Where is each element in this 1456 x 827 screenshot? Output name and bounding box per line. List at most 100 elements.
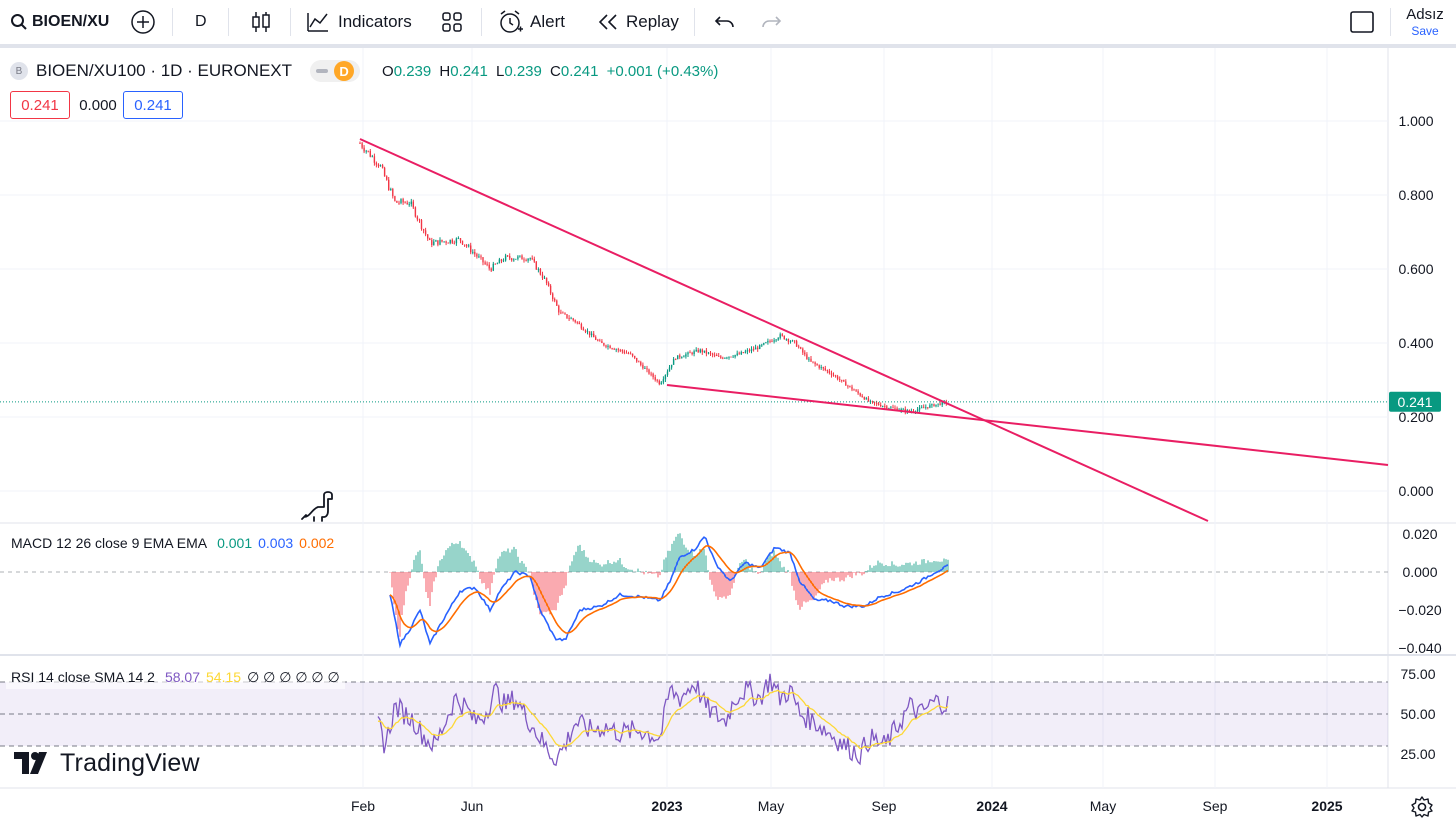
replay-button[interactable]: Replay: [596, 0, 679, 44]
sell-price-button[interactable]: 0.241: [10, 91, 70, 119]
candle-body: [814, 362, 816, 365]
candle-body: [564, 313, 566, 315]
macd-histogram-bar: [789, 572, 791, 573]
macd-histogram-bar: [767, 556, 769, 572]
spread-value: 0.000: [79, 96, 117, 114]
macd-histogram-bar: [587, 557, 589, 572]
gear-icon[interactable]: [1410, 795, 1434, 819]
candle-body: [697, 349, 699, 353]
macd-histogram-bar: [671, 543, 673, 572]
macd-histogram-bar: [655, 572, 657, 574]
candle-body: [429, 238, 431, 240]
macd-histogram-bar: [393, 572, 395, 605]
candle-body: [603, 343, 605, 346]
candle-body: [552, 293, 554, 300]
candle-body: [443, 241, 445, 243]
candle-body: [482, 257, 484, 263]
macd-histogram-bar: [471, 561, 473, 572]
candle-body: [597, 339, 599, 341]
macd-histogram-bar: [705, 555, 707, 572]
macd-histogram-bar: [877, 560, 879, 572]
candle-body: [730, 356, 732, 358]
macd-histogram-bar: [715, 572, 717, 597]
macd-histogram-bar: [683, 544, 685, 572]
macd-histogram-bar: [421, 563, 423, 572]
buy-price-button[interactable]: 0.241: [123, 91, 183, 119]
candle-body: [695, 349, 697, 352]
candle-body: [422, 229, 425, 231]
chart-canvas[interactable]: 1.000 0.800 0.600 0.400 0.200 0.000 0.241 0.020…: [0, 48, 1456, 827]
macd-histogram-bar: [473, 560, 475, 572]
indicators-button[interactable]: Indicators: [306, 0, 412, 44]
macd-histogram-bar: [725, 572, 727, 599]
candle-body: [921, 407, 923, 409]
macd-histogram-bar: [509, 552, 511, 572]
macd-histogram-bar: [665, 557, 667, 572]
macd-histogram-bar: [795, 572, 797, 601]
macd-histogram-bar: [447, 548, 449, 572]
macd-histogram-bar: [765, 560, 767, 572]
candle-body: [525, 260, 527, 261]
interval-button[interactable]: D: [195, 0, 207, 44]
compare-button[interactable]: [130, 0, 156, 44]
layout-name-button[interactable]: Adsız Save: [1400, 6, 1450, 38]
candle-body: [935, 404, 937, 407]
undo-button[interactable]: [714, 0, 736, 44]
candle-body: [728, 356, 730, 358]
fullscreen-button[interactable]: [1350, 0, 1374, 44]
market-status-badge[interactable]: D: [310, 60, 361, 82]
macd-histogram-bar: [863, 572, 865, 575]
candle-body: [488, 264, 490, 269]
dinosaur-icon[interactable]: [300, 487, 336, 523]
candle-body: [549, 285, 552, 294]
candle-body: [652, 373, 654, 378]
macd-histogram-bar: [609, 563, 611, 572]
macd-histogram-bar: [491, 572, 493, 584]
candle-body: [359, 143, 361, 144]
chart-type-button[interactable]: [250, 0, 272, 44]
close-value: 0.241: [560, 62, 599, 80]
macd-label: MACD 12 26 close 9 EMA EMA: [11, 535, 208, 551]
macd-histogram-bar: [943, 558, 945, 572]
candle-body: [841, 379, 843, 381]
macd-histogram-bar: [583, 550, 585, 572]
candle-body: [681, 357, 683, 358]
templates-button[interactable]: [441, 0, 463, 44]
macd-histogram-bar: [411, 569, 413, 572]
candle-body: [515, 258, 517, 260]
macd-histogram-bar: [763, 565, 765, 572]
candle-body: [470, 245, 472, 253]
macd-histogram-bar: [517, 556, 519, 572]
series-title[interactable]: BIOEN/XU100 · 1D · EURONEXT: [36, 61, 293, 80]
redo-button[interactable]: [760, 0, 782, 44]
candle-body: [802, 348, 804, 353]
alert-button[interactable]: Alert: [498, 0, 565, 44]
candle-body: [877, 403, 880, 405]
candle-body: [666, 371, 669, 375]
macd-histogram-bar: [487, 572, 489, 589]
macd-histogram-bar: [901, 564, 903, 572]
candle-body: [754, 347, 757, 350]
candle-body: [904, 409, 906, 412]
macd-tick-label: 0.020: [1402, 526, 1437, 542]
candle-body: [463, 244, 466, 246]
macd-legend[interactable]: MACD 12 26 close 9 EMA EMA 0.001 0.003 0…: [11, 535, 334, 551]
rsi-legend[interactable]: RSI 14 close SMA 14 2 58.07 54.15 ∅ ∅ ∅ …: [6, 665, 345, 689]
redo-icon: [762, 16, 782, 28]
macd-histogram-bar: [867, 570, 869, 572]
symbol-logo-icon: B: [10, 62, 28, 80]
symbol-search[interactable]: BIOEN/XU: [10, 0, 109, 44]
candle-body: [509, 256, 511, 259]
candle-body: [408, 204, 410, 205]
macd-histogram-bar: [817, 572, 819, 594]
macd-histogram-bar: [865, 571, 867, 572]
tradingview-logo[interactable]: TradingView: [14, 748, 200, 778]
macd-histogram-bar: [657, 572, 659, 578]
macd-histogram-bar: [729, 572, 731, 595]
candle-body: [580, 324, 583, 329]
macd-histogram-bar: [549, 572, 551, 615]
candle-body: [572, 318, 574, 321]
macd-histogram-bar: [619, 558, 621, 572]
macd-histogram-bar: [537, 572, 539, 608]
macd-histogram-bar: [837, 572, 839, 578]
